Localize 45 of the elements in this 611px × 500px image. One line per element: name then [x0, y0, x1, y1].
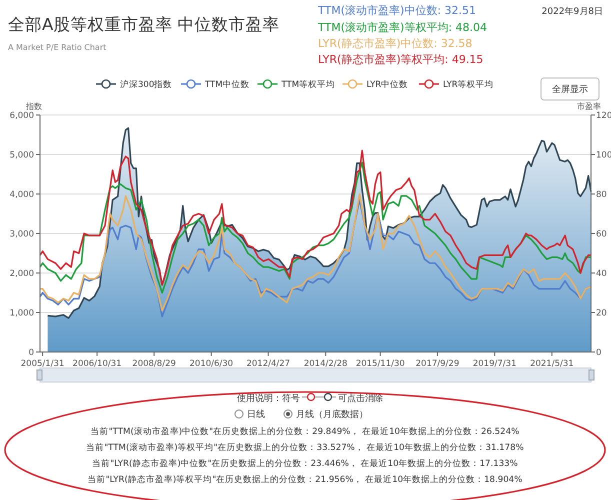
- y2-tick-label: 20: [596, 308, 607, 318]
- y-tick-label: 4,000: [10, 190, 34, 200]
- legend-label: 沪深300指数: [120, 79, 172, 90]
- text: 日线: [247, 409, 265, 420]
- x-tick-label: 2010/6/30: [190, 359, 234, 369]
- text: TTM(滚动市盈率)等权平均: 48.04: [317, 21, 488, 34]
- x-tick-label: 2017/9/29: [416, 359, 460, 369]
- legend-label: TTM中位数: [204, 79, 250, 90]
- y-tick-label: 3,000: [10, 230, 34, 240]
- text: LYR(静态市盈率)中位数: 32.58: [318, 37, 472, 50]
- text: 月线（月底数据）: [296, 409, 368, 420]
- text: TTM(滚动市盈率)中位数: 32.51: [317, 4, 476, 17]
- text: 当前"LYR(静态市盈率)等权平均"在历史数据上的分位数：21.956%， 在最近10年数据上的分位数：18.904%: [88, 474, 522, 485]
- x-tick-label: 2012/4/27: [246, 359, 290, 369]
- x-tick-label: 2019/7/31: [472, 359, 516, 369]
- legend-label: TTM等权平均: [280, 79, 336, 90]
- x-tick-label: 2006/10/31: [72, 359, 122, 369]
- legend-label: LYR中位数: [366, 79, 408, 90]
- y-tick-label: 2,000: [10, 269, 34, 279]
- y-tick-label: 0: [28, 348, 34, 358]
- text: LYR(静态市盈率)等权平均: 49.15: [318, 53, 484, 66]
- text: 全屏显示: [552, 84, 588, 95]
- chart-subtitle: A Market P/E Ratio Chart: [8, 43, 106, 52]
- text: 2022年9月8日: [542, 6, 603, 17]
- x-tick-label: 2021/5/31: [530, 359, 574, 369]
- y-axis-title: 指数: [25, 102, 42, 111]
- legend-label: LYR等权平均: [443, 79, 494, 90]
- x-tick-label: 2014/2/28: [304, 359, 348, 369]
- y-tick-label: 1,000: [10, 308, 34, 318]
- x-tick-label: 2008/8/29: [132, 359, 176, 369]
- x-tick-label: 2015/11/30: [356, 359, 405, 369]
- text: 当前"TTM(滚动市盈率)中位数"在历史数据上的分位数：29.849%， 在最近10年数据上的分位数：26.524%: [90, 426, 520, 437]
- y2-tick-label: 60: [596, 230, 607, 240]
- x-tick-label: 2005/1/31: [20, 359, 64, 369]
- text: 当前"TTM(滚动市盈率)等权平均"在历史数据上的分位数：33.527%， 在最近10年数据上的分位数：31.178%: [86, 442, 524, 453]
- text: 当前"LYR(静态市盈率)中位数"在历史数据上的分位数：23.446%， 在最近10年数据上的分位数：17.133%: [92, 458, 518, 469]
- chart-title: 全部A股等权重市盈率 中位数市盈率: [8, 15, 280, 34]
- y2-tick-label: 40: [596, 269, 607, 279]
- y-tick-label: 6,000: [10, 111, 34, 121]
- y2-tick-label: 80: [596, 190, 607, 200]
- y2-tick-label: 0: [596, 348, 602, 358]
- text: 可点击消除: [338, 393, 383, 404]
- y2-axis-title: 市盈率: [577, 102, 601, 111]
- y-tick-label: 5,000: [10, 150, 34, 160]
- text: 使用说明：符号: [237, 393, 300, 404]
